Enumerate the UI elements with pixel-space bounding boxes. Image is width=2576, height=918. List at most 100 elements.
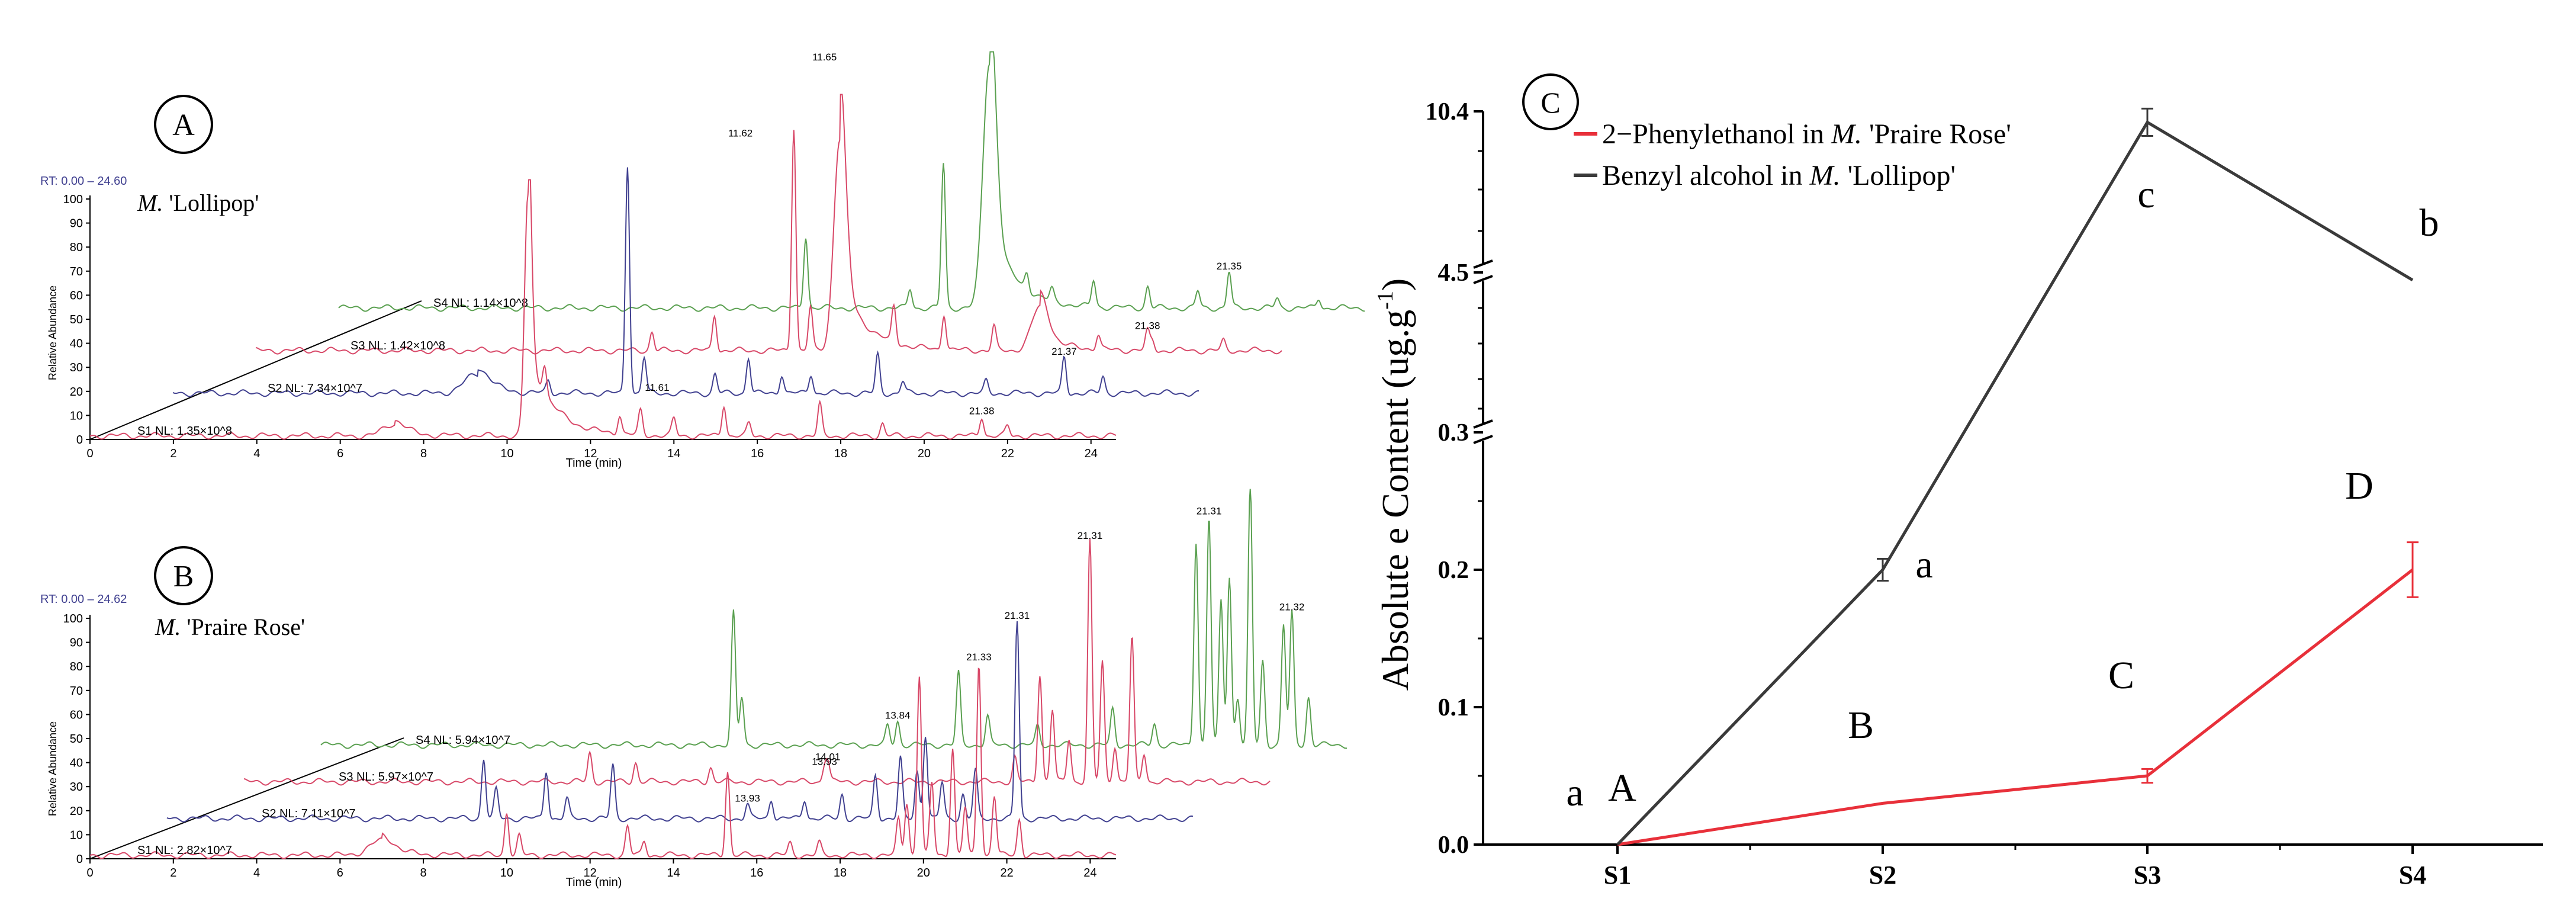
legend-phenylethanol-name: 2−Phenylethanol in bbox=[1602, 118, 1824, 150]
chromatogram-trace bbox=[243, 538, 1271, 786]
peak-label: 13.93 bbox=[812, 756, 837, 768]
legend-phenylethanol-tail: 'Praire Rose' bbox=[1862, 118, 2011, 150]
panel-b-x-axis: 0 2 4 6 8 10 12 14 16 18 20 22 24 bbox=[86, 858, 1116, 880]
axis-break bbox=[1473, 259, 1493, 269]
panel-c-series: A B C Da a c b bbox=[1566, 107, 2439, 846]
y-tick-label: 0.2 bbox=[1438, 557, 1469, 584]
trace-label: S3 NL: 5.97×10^7 bbox=[339, 771, 433, 784]
peak-label: 11.65 bbox=[812, 52, 837, 63]
peak-label: 13.84 bbox=[885, 710, 911, 721]
significance-letter: b bbox=[2420, 201, 2439, 245]
significance-letter: a bbox=[1915, 543, 1932, 586]
axis-break bbox=[1473, 419, 1493, 429]
panel-b-badge-circle bbox=[154, 546, 213, 605]
perspective-axis bbox=[89, 300, 422, 440]
y-tick-label: 30 bbox=[70, 781, 83, 794]
series-line-benzyl-alcohol bbox=[1616, 120, 2414, 846]
panel-c-badge: C bbox=[1541, 86, 1560, 119]
y-tick-label: 60 bbox=[70, 708, 83, 721]
x-tick-label: 4 bbox=[253, 866, 260, 880]
peak-label: 11.61 bbox=[645, 382, 669, 393]
panel-b-chromatograms: B RT: 0.00 – 24.62 M. 'Praire Rose' Rela… bbox=[40, 489, 1348, 889]
line-break-gap bbox=[2027, 411, 2053, 439]
chromatogram-trace bbox=[166, 621, 1194, 823]
panel-c-y-axis-label-main: Absolute e Content (ug.g bbox=[1374, 310, 1416, 691]
panel-a-badge-circle bbox=[154, 95, 213, 154]
x-tick-label: 22 bbox=[1000, 866, 1013, 880]
legend-phenylethanol-genus: M. bbox=[1831, 118, 1862, 150]
x-tick-label: 6 bbox=[337, 866, 343, 880]
trace-label: S3 NL: 1.42×10^8 bbox=[350, 339, 445, 352]
x-tick-label: 8 bbox=[420, 866, 427, 880]
y-tick-label: 0.0 bbox=[1438, 832, 1469, 859]
x-tick-label: 10 bbox=[500, 447, 513, 460]
panel-a-x-axis: 0 2 4 6 8 10 12 14 16 18 20 22 24 bbox=[86, 439, 1116, 460]
peak-label: 21.38 bbox=[969, 406, 995, 417]
x-tick-label: 12 bbox=[584, 447, 597, 460]
legend-benzyl-tail: 'Lollipop' bbox=[1841, 160, 1956, 191]
y-tick-label: 4.5 bbox=[1438, 259, 1469, 287]
y-tick-label: 60 bbox=[70, 289, 83, 302]
x-tick-label: 0 bbox=[86, 866, 93, 880]
chromatogram-trace bbox=[172, 167, 1199, 397]
x-tick-label: 10 bbox=[500, 866, 513, 880]
peak-label: 21.35 bbox=[1217, 261, 1242, 272]
x-tick-label: S4 bbox=[2399, 861, 2426, 890]
perspective-axis bbox=[89, 737, 404, 859]
significance-letter: C bbox=[2108, 654, 2134, 697]
x-tick-label: 2 bbox=[170, 866, 176, 880]
peak-label: 11.62 bbox=[728, 128, 752, 139]
y-tick-label: 100 bbox=[63, 193, 83, 206]
panel-a-cultivar: M. 'Lollipop' bbox=[137, 190, 259, 216]
x-tick-label: 22 bbox=[1001, 447, 1014, 460]
trace-label: S4 NL: 1.14×10^8 bbox=[433, 297, 528, 310]
peak-label: 21.31 bbox=[1005, 610, 1030, 621]
significance-letter: c bbox=[2137, 173, 2154, 216]
axis-break bbox=[1473, 435, 1493, 444]
panel-a-chromatograms: A RT: 0.00 – 24.60 M. 'Lollipop' Relativ… bbox=[40, 51, 1365, 470]
y-tick-label: 40 bbox=[70, 338, 83, 351]
y-tick-label: 10 bbox=[70, 829, 83, 842]
y-tick-label: 80 bbox=[70, 660, 83, 673]
panel-a-cultivar-genus: M. bbox=[137, 190, 163, 216]
panel-c-y-axis-label: Absolute e Content (ug.g-1) bbox=[1373, 278, 1416, 691]
panel-a-traces: S4 NL: 1.14×10^8 11.65 21.35 S3 NL: 1.42×10… bbox=[89, 51, 1365, 440]
peak-label: 21.38 bbox=[1135, 320, 1160, 332]
x-tick-label: 14 bbox=[667, 866, 680, 880]
panel-a-y-axis: 0 10 20 30 40 50 60 70 80 90 100 bbox=[63, 193, 91, 447]
trace-label: S1 NL: 1.35×10^8 bbox=[137, 425, 232, 438]
chromatogram-trace bbox=[255, 94, 1282, 355]
panel-c-y-axis-label-sup: -1 bbox=[1373, 291, 1398, 310]
y-tick-label: 20 bbox=[70, 386, 83, 399]
legend-benzyl-name: Benzyl alcohol in bbox=[1602, 160, 1803, 191]
x-tick-label: 18 bbox=[834, 866, 847, 880]
y-tick-label: 100 bbox=[63, 612, 83, 625]
series-line-phenylethanol bbox=[1617, 569, 2414, 846]
x-tick-label: 12 bbox=[584, 866, 597, 880]
x-tick-label: 8 bbox=[420, 447, 427, 460]
x-tick-label: 6 bbox=[337, 447, 343, 460]
x-tick-label: 24 bbox=[1085, 447, 1098, 460]
x-tick-label: 16 bbox=[751, 447, 764, 460]
legend-label-phenylethanol: 2−Phenylethanol in M. 'Praire Rose' bbox=[1602, 118, 2011, 150]
panel-b-cultivar: M. 'Praire Rose' bbox=[155, 614, 305, 640]
y-tick-label: 40 bbox=[70, 757, 83, 770]
trace-label: S2 NL: 7.34×10^7 bbox=[268, 382, 362, 395]
y-tick-label: 10.4 bbox=[1426, 98, 1469, 126]
panel-b-x-axis-label: Time (min) bbox=[566, 876, 622, 889]
panel-a-cultivar-name: 'Lollipop' bbox=[163, 190, 259, 216]
legend-benzyl-genus: M. bbox=[1809, 160, 1841, 191]
significance-letter: A bbox=[1608, 766, 1636, 810]
panel-c-line-chart: C Absolute e Content (ug.g-1) 0.00.10.20… bbox=[1373, 73, 2543, 890]
y-tick-label: 90 bbox=[70, 637, 83, 650]
peak-label: 21.33 bbox=[966, 651, 992, 663]
peak-label: 21.32 bbox=[1279, 602, 1305, 613]
peak-label: 21.31 bbox=[1197, 505, 1222, 516]
trace-label: S1 NL: 2.82×10^7 bbox=[137, 844, 232, 857]
panel-b-rt-range: RT: 0.00 – 24.62 bbox=[40, 593, 127, 606]
y-tick-label: 0.1 bbox=[1438, 694, 1469, 721]
panel-a-y-axis-label: Relative Abundance bbox=[47, 285, 59, 380]
y-tick-label: 0 bbox=[76, 853, 83, 866]
y-tick-label: 50 bbox=[70, 733, 83, 746]
x-tick-label: 16 bbox=[750, 866, 763, 880]
